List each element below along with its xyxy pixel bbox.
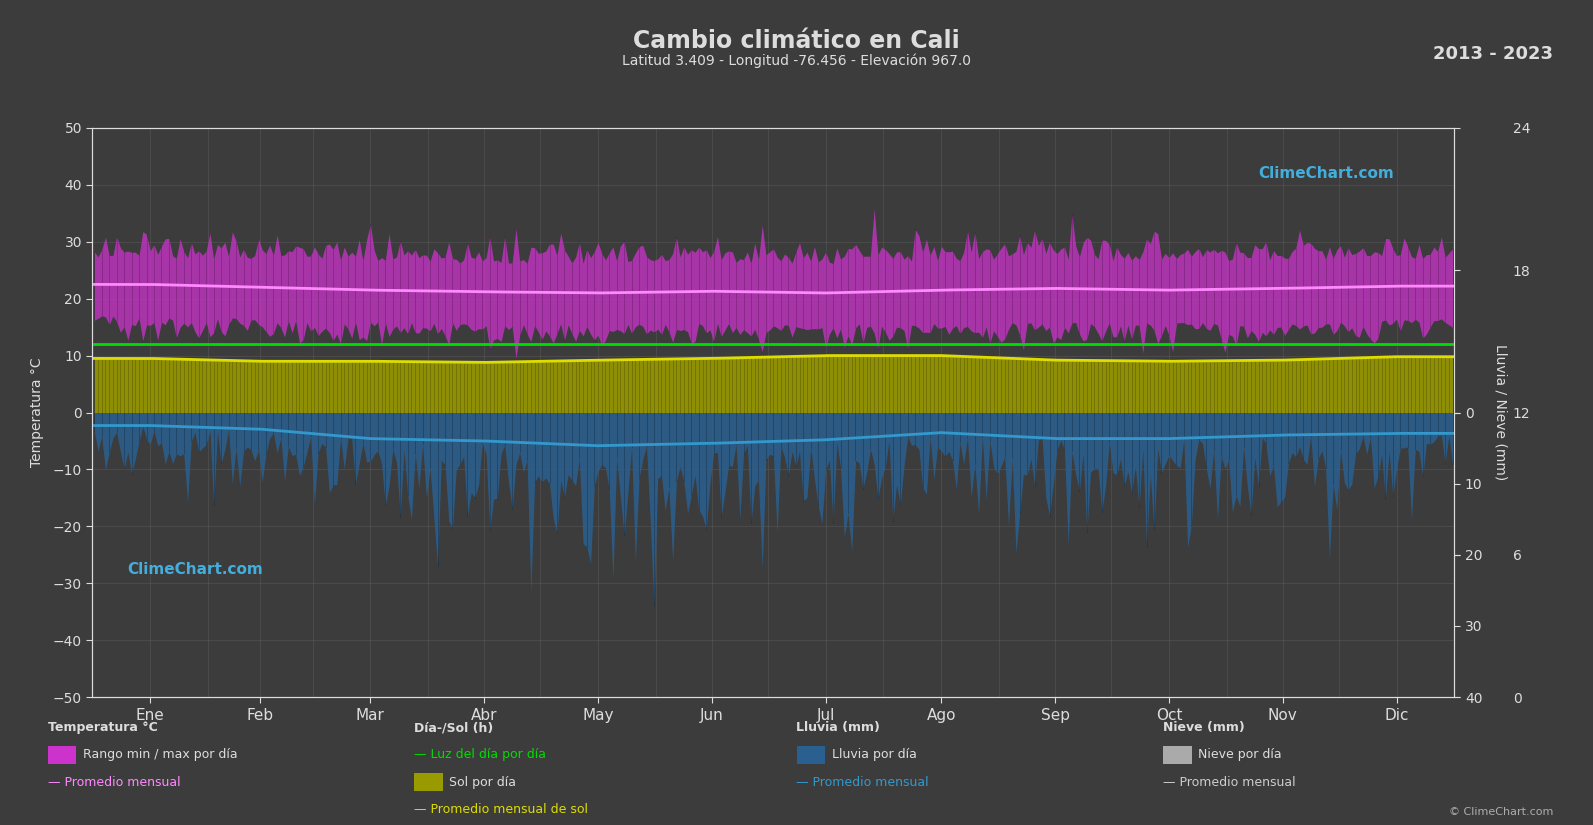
Text: Sol por día: Sol por día [449,776,516,789]
Text: Cambio climático en Cali: Cambio climático en Cali [632,29,961,53]
Text: ClimeChart.com: ClimeChart.com [1258,166,1394,181]
Text: — Promedio mensual: — Promedio mensual [1163,776,1295,789]
Text: Día-/Sol (h): Día-/Sol (h) [414,721,494,734]
Text: Nieve por día: Nieve por día [1198,748,1281,761]
Text: © ClimeChart.com: © ClimeChart.com [1448,807,1553,817]
Text: Nieve (mm): Nieve (mm) [1163,721,1244,734]
Y-axis label: Lluvia / Nieve (mm): Lluvia / Nieve (mm) [1494,344,1507,481]
Text: 2013 - 2023: 2013 - 2023 [1434,45,1553,64]
Text: Rango min / max por día: Rango min / max por día [83,748,237,761]
Y-axis label: Temperatura °C: Temperatura °C [30,358,45,467]
Text: Lluvia por día: Lluvia por día [832,748,916,761]
Text: — Promedio mensual de sol: — Promedio mensual de sol [414,803,588,816]
Text: — Promedio mensual: — Promedio mensual [796,776,929,789]
Text: Latitud 3.409 - Longitud -76.456 - Elevación 967.0: Latitud 3.409 - Longitud -76.456 - Eleva… [621,54,972,68]
Text: ClimeChart.com: ClimeChart.com [127,562,263,577]
Text: Lluvia (mm): Lluvia (mm) [796,721,881,734]
Text: Temperatura °C: Temperatura °C [48,721,158,734]
Text: — Promedio mensual: — Promedio mensual [48,776,180,789]
Text: — Luz del día por día: — Luz del día por día [414,748,546,761]
